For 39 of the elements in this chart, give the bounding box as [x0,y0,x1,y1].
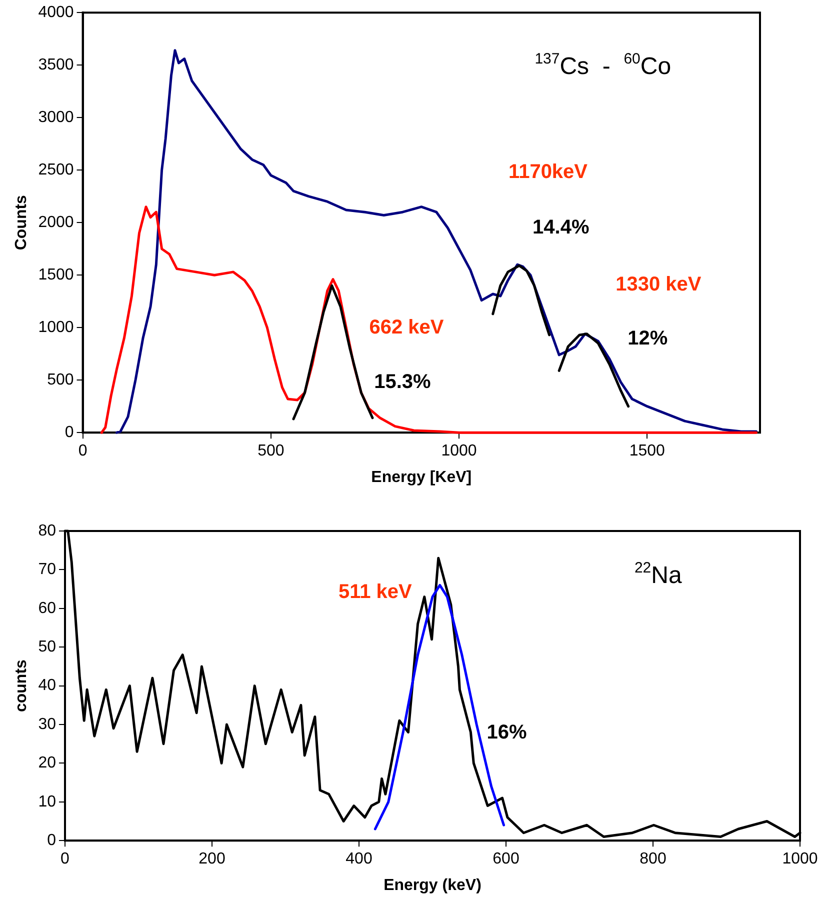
y-tick-label: 40 [38,677,56,694]
annotation: 662 keV [369,316,444,339]
annotation: 15.3% [374,371,432,394]
y-tick-label: 80 [38,522,56,540]
y-tick-label: 0 [64,424,74,442]
x-tick-label: 1000 [441,442,477,460]
annotation: 511 keV [338,581,413,604]
y-tick-label: 1000 [38,319,74,336]
x-tick-label: 600 [492,850,520,868]
annotation: 1170keV [508,161,588,184]
annotation: 14.4% [532,216,590,239]
y-tick-label: 3500 [38,56,74,74]
y-tick-label: 3000 [38,109,74,126]
x-axis-title: Energy (keV) [384,876,482,894]
x-tick-label: 400 [346,850,372,868]
y-tick-label: 70 [38,561,56,578]
x-tick-label: 800 [640,850,666,868]
y-tick-label: 2000 [38,214,74,232]
y-tick-label: 2500 [38,162,74,179]
y-tick-label: 0 [47,832,56,850]
y-tick-label: 60 [38,600,56,617]
annotation: 1330 keV [616,273,702,296]
x-axis-title: Energy [KeV] [371,468,472,486]
y-tick-label: 20 [38,754,56,772]
y-tick-label: 50 [38,638,56,656]
x-tick-label: 1500 [629,442,666,460]
y-tick-label: 10 [38,793,56,810]
x-tick-label: 200 [198,850,226,868]
x-tick-label: 1000 [782,850,818,868]
y-axis-title: Counts [13,194,30,250]
y-tick-label: 4000 [38,4,74,22]
y-axis-title: counts [13,659,30,712]
x-tick-label: 500 [258,442,284,460]
y-tick-label: 1500 [38,266,74,284]
x-tick-label: 0 [78,442,88,460]
annotation: 12% [628,327,668,350]
annotation: 16% [486,721,527,744]
y-tick-label: 30 [38,716,56,733]
y-tick-label: 500 [47,372,74,389]
